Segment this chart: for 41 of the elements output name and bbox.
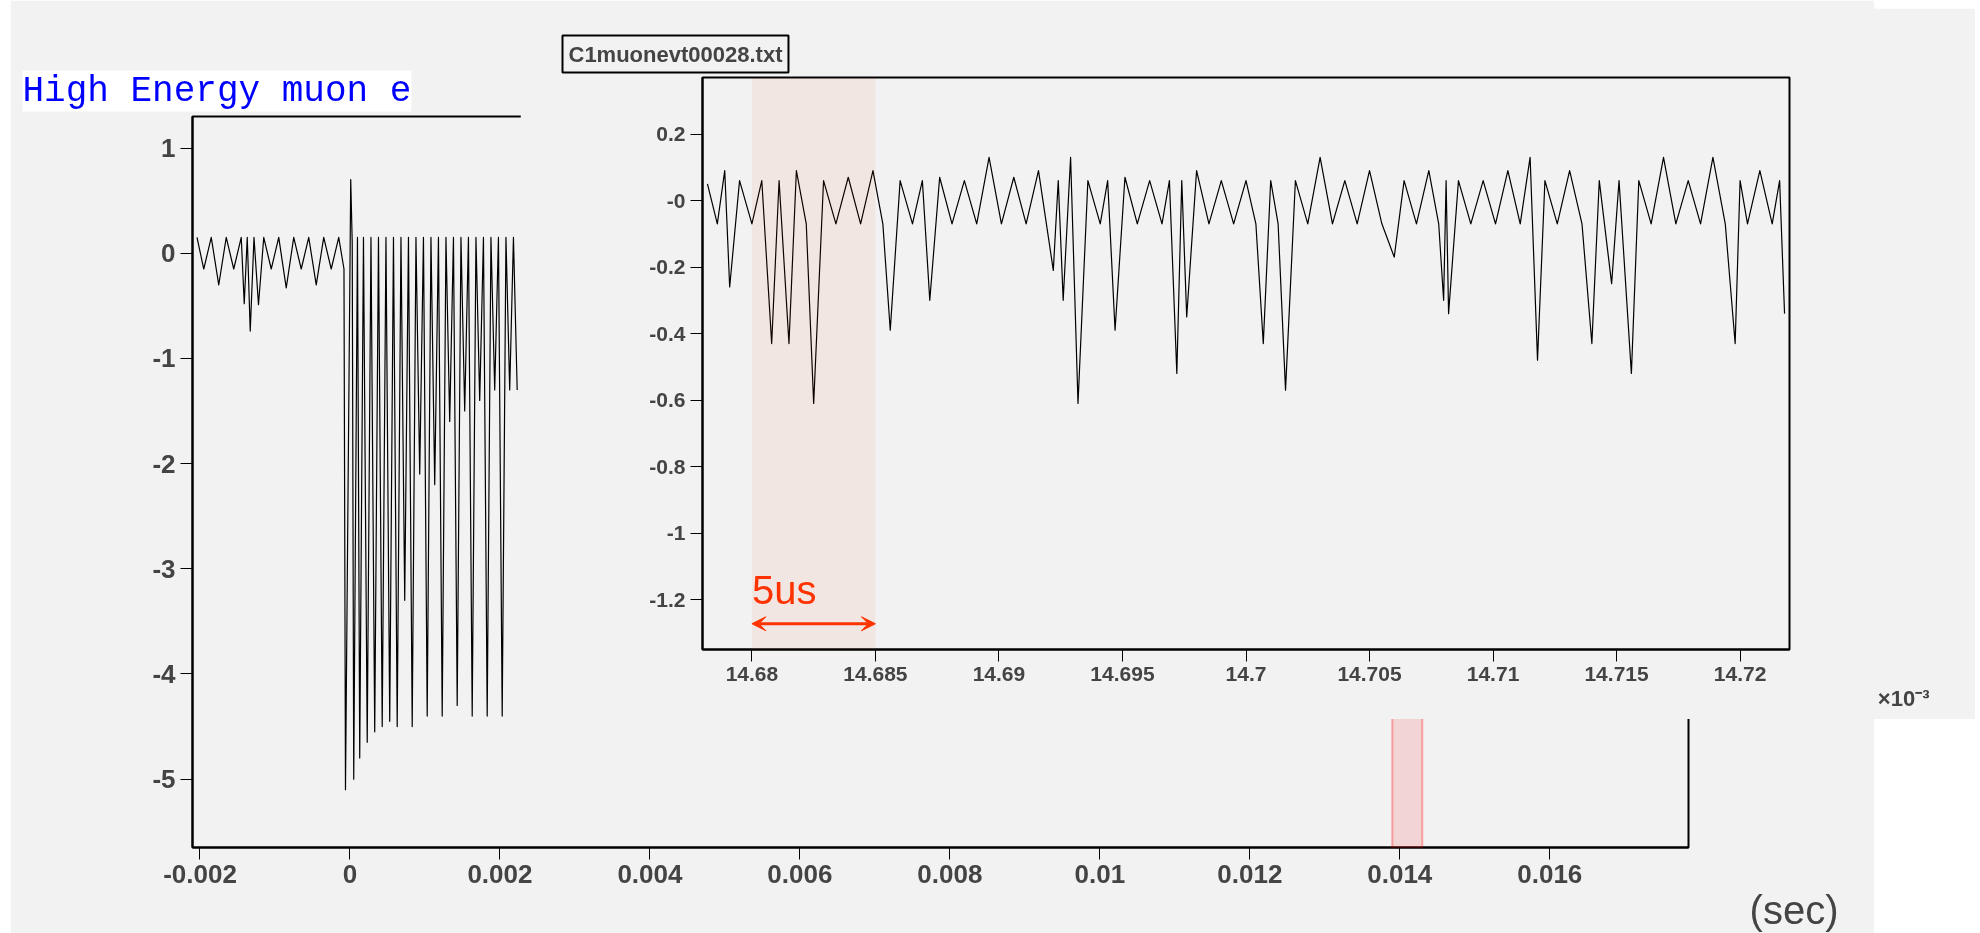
x-tick-label: 14.685 [843,661,908,685]
y-tick-label: -1 [152,343,176,374]
line-series [196,179,518,791]
y-tick-label: 0 [161,238,176,269]
x-axis-title: (sec) [1749,887,1839,932]
x-axis-title: ×10⁻³ [1877,685,1930,711]
x-tick-label: 14.68 [725,661,779,685]
y-tick-label: -4 [152,658,177,689]
y-tick-label: -2 [152,448,176,479]
x-tick-label: 0.016 [1517,858,1583,889]
y-tick-label: -1 [666,521,686,545]
y-tick-label: -3 [152,553,176,584]
x-tick-label: 14.7 [1225,661,1267,685]
line-series [706,156,1786,405]
x-tick-label: 14.69 [972,661,1026,685]
x-tick-label: 0.006 [767,858,833,889]
y-tick-label: 0.2 [656,122,686,146]
y-tick-label: -0.4 [649,321,686,345]
x-tick-label: 0.01 [1074,858,1126,889]
band-label: 5us [751,567,817,612]
x-tick-label: 0.012 [1217,858,1283,889]
x-tick-label: 0 [342,858,358,889]
x-tick-label: 14.705 [1337,661,1402,685]
y-tick-label: 1 [161,133,176,164]
y-tick-label: -0.8 [649,454,686,478]
x-tick-label: 14.695 [1090,661,1155,685]
x-tick-label: 14.715 [1584,661,1649,685]
x-tick-label: 14.71 [1466,661,1520,685]
y-tick-label: -0.2 [649,255,686,279]
y-tick-label: -1.2 [649,587,686,611]
y-tick-label: -5 [152,764,176,795]
x-tick-label: -0.002 [163,858,237,889]
x-tick-label: 0.008 [917,858,983,889]
y-tick-label: -0.6 [649,388,686,412]
x-tick-label: 0.014 [1367,858,1433,889]
chart-title: C1muonevt00028.txt [568,41,784,67]
x-tick-label: 0.002 [467,858,533,889]
y-tick-label: -0 [666,188,686,212]
chart-title: High Energy muon e [22,70,412,112]
x-tick-label: 14.72 [1713,661,1767,685]
x-tick-label: 0.004 [617,858,683,889]
